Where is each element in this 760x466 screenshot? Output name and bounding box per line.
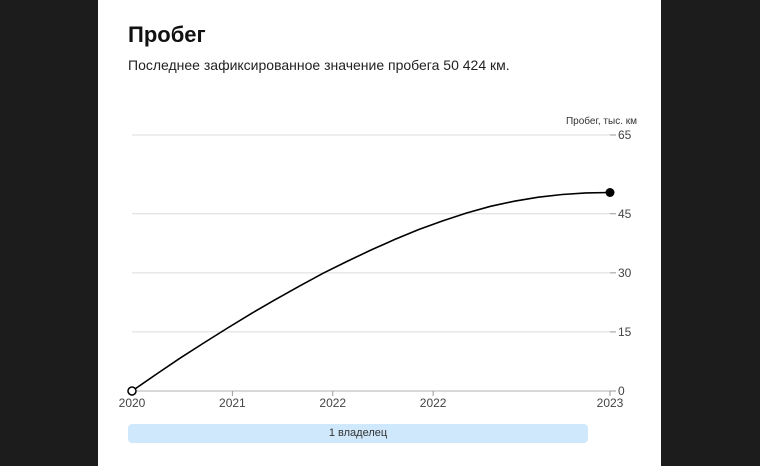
y-tick-label: 15: [618, 325, 632, 339]
mileage-card: Пробег Последнее зафиксированное значени…: [98, 0, 661, 466]
mileage-summary: Последнее зафиксированное значение пробе…: [128, 57, 510, 73]
start-point[interactable]: [127, 386, 137, 396]
page-title: Пробег: [128, 22, 206, 47]
y-axis-label: Пробег, тыс. км: [566, 115, 637, 127]
y-tick-label: 65: [618, 128, 632, 142]
x-tick-label: 2022: [319, 396, 346, 410]
owner-period-bar[interactable]: 1 владелец: [128, 424, 588, 443]
y-tick-label: 30: [618, 266, 632, 280]
mileage-line: [131, 191, 611, 392]
mileage-chart: 0 15 30 45 65 2020 2021 2022 2022 2023 Пробег, т…: [119, 115, 637, 410]
y-tick-label: 45: [618, 207, 632, 221]
x-tick-label: 2020: [119, 396, 146, 410]
x-tick-label: 2023: [597, 396, 624, 410]
x-tick-label: 2021: [219, 396, 246, 410]
y-tick-label: 0: [618, 384, 625, 398]
owner-count-label: 1 владелец: [328, 427, 388, 439]
x-tick-label: 2022: [420, 396, 447, 410]
end-point[interactable]: [605, 188, 615, 198]
